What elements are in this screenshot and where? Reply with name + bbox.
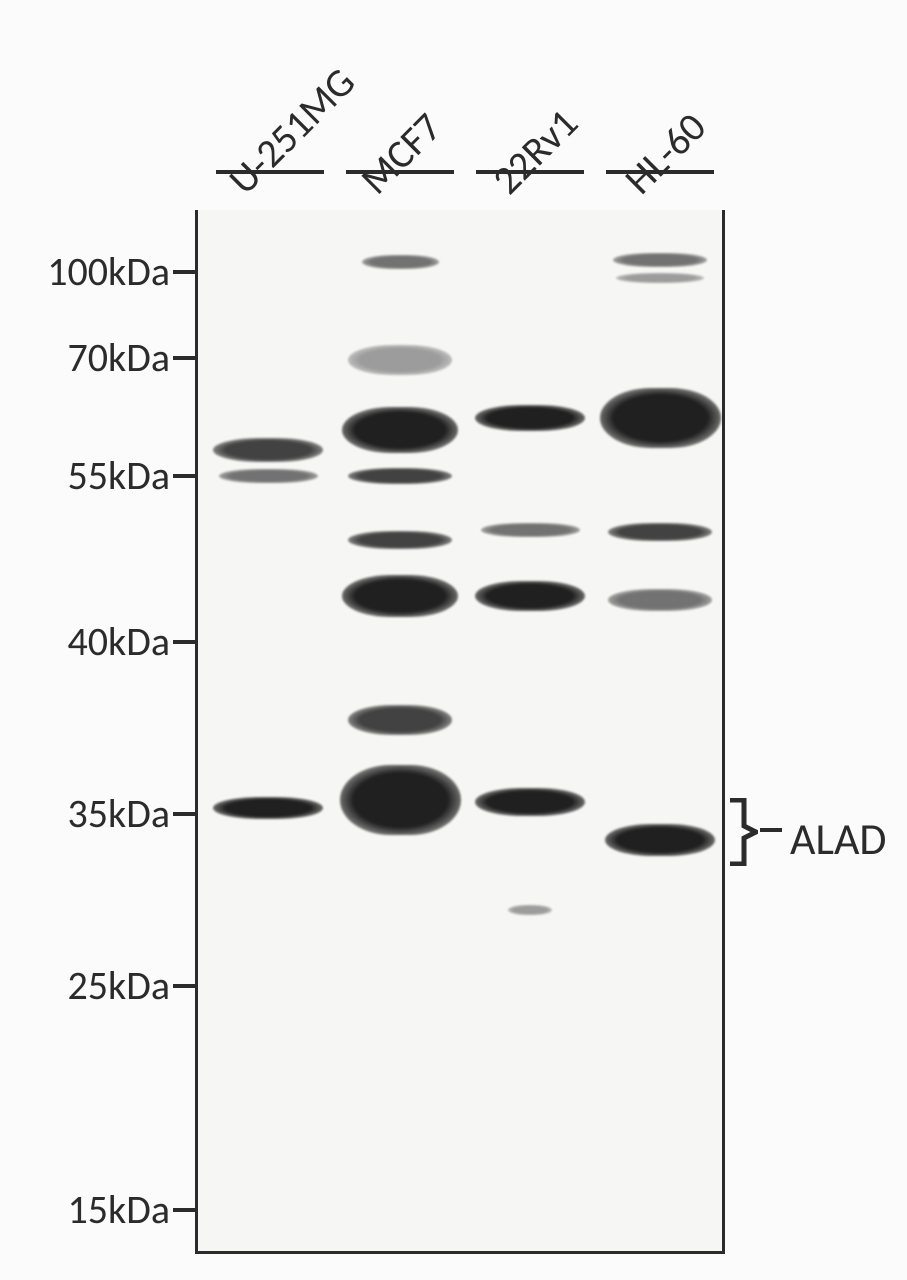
mw-label: 55kDa: [0, 451, 170, 500]
blot-band: [219, 469, 318, 483]
lane-label: 22Rv1: [482, 99, 587, 204]
blot-band: [348, 345, 453, 375]
mw-tick: [173, 1208, 197, 1212]
mw-tick: [173, 984, 197, 988]
mw-label: 15kDa: [0, 1185, 170, 1234]
mw-label: 100kDa: [0, 247, 170, 296]
blot-band: [475, 788, 585, 816]
western-blot-figure: U-251MGMCF7 22Rv1 HL-60 100kDa 70kDa 55kDa 40…: [0, 0, 907, 1280]
mw-tick: [173, 640, 197, 644]
blot-band: [362, 255, 439, 269]
mw-tick: [173, 474, 197, 478]
blot-band: [616, 273, 704, 283]
blot-band: [475, 581, 585, 611]
blot-band: [348, 468, 453, 484]
mw-label: 35kDa: [0, 789, 170, 838]
blot-band: [613, 253, 707, 267]
lane-underline: [476, 170, 584, 174]
mw-tick: [173, 812, 197, 816]
blot-band: [608, 523, 713, 541]
blot-band: [213, 438, 323, 462]
target-bracket: [728, 798, 758, 866]
target-label: ALAD: [790, 812, 887, 866]
blot-band: [600, 388, 721, 448]
lane-underline: [606, 170, 714, 174]
target-tick: [760, 828, 782, 832]
blot-band: [481, 523, 580, 537]
blot-band: [348, 531, 453, 549]
blot-band: [340, 765, 461, 835]
blot-band: [608, 589, 713, 611]
lane-label: HL-60: [614, 103, 715, 204]
lane-underline: [216, 170, 324, 174]
blot-band: [213, 797, 323, 819]
mw-label: 40kDa: [0, 617, 170, 666]
mw-label: 25kDa: [0, 961, 170, 1010]
blot-band: [348, 705, 453, 735]
mw-tick: [173, 270, 197, 274]
lane-underline: [346, 170, 454, 174]
blot-band: [342, 407, 458, 453]
blot-frame: [195, 210, 725, 1254]
blot-band: [605, 824, 715, 856]
lane-label: U-251MG: [218, 58, 364, 204]
blot-band: [342, 575, 458, 617]
mw-tick: [173, 356, 197, 360]
blot-band: [508, 905, 552, 915]
blot-band: [475, 405, 585, 431]
mw-label: 70kDa: [0, 333, 170, 382]
lane-label: MCF7: [350, 103, 451, 204]
